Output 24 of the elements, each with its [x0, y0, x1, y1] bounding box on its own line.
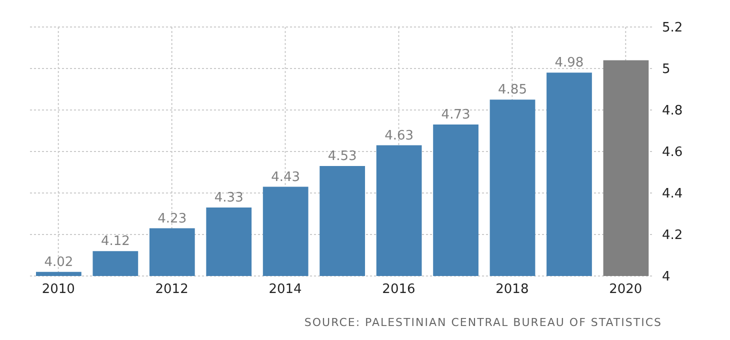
- data-label: 4.53: [328, 149, 357, 164]
- data-label: 4.98: [554, 56, 584, 71]
- data-label: 4.02: [44, 254, 74, 270]
- data-label: 4.85: [498, 82, 527, 98]
- x-tick-label: 2012: [155, 282, 188, 298]
- data-label: 4.23: [158, 211, 187, 226]
- y-tick-label: 4.4: [662, 186, 683, 202]
- data-label: 4.63: [384, 128, 414, 144]
- x-tick-label: 2010: [42, 282, 75, 298]
- x-tick-label: 2016: [382, 282, 416, 298]
- data-label: 4.73: [441, 108, 470, 123]
- x-tick-label: 2020: [609, 282, 642, 298]
- y-tick-label: 4.2: [662, 228, 683, 244]
- y-tick-label: 4: [662, 270, 670, 285]
- y-tick-label: 4.8: [662, 104, 683, 119]
- data-label: 4.12: [100, 234, 130, 250]
- x-tick-label: 2014: [268, 282, 302, 298]
- data-label: 4.33: [214, 190, 244, 206]
- data-label: 4.43: [271, 170, 300, 185]
- y-tick-label: 5: [662, 62, 670, 78]
- x-tick-label: 2018: [496, 282, 529, 298]
- source-note: SOURCE: PALESTINIAN CENTRAL BUREAU OF STATISTICS: [303, 316, 663, 329]
- y-tick-label: 5.2: [662, 20, 683, 36]
- y-tick-label: 4.6: [662, 145, 683, 160]
